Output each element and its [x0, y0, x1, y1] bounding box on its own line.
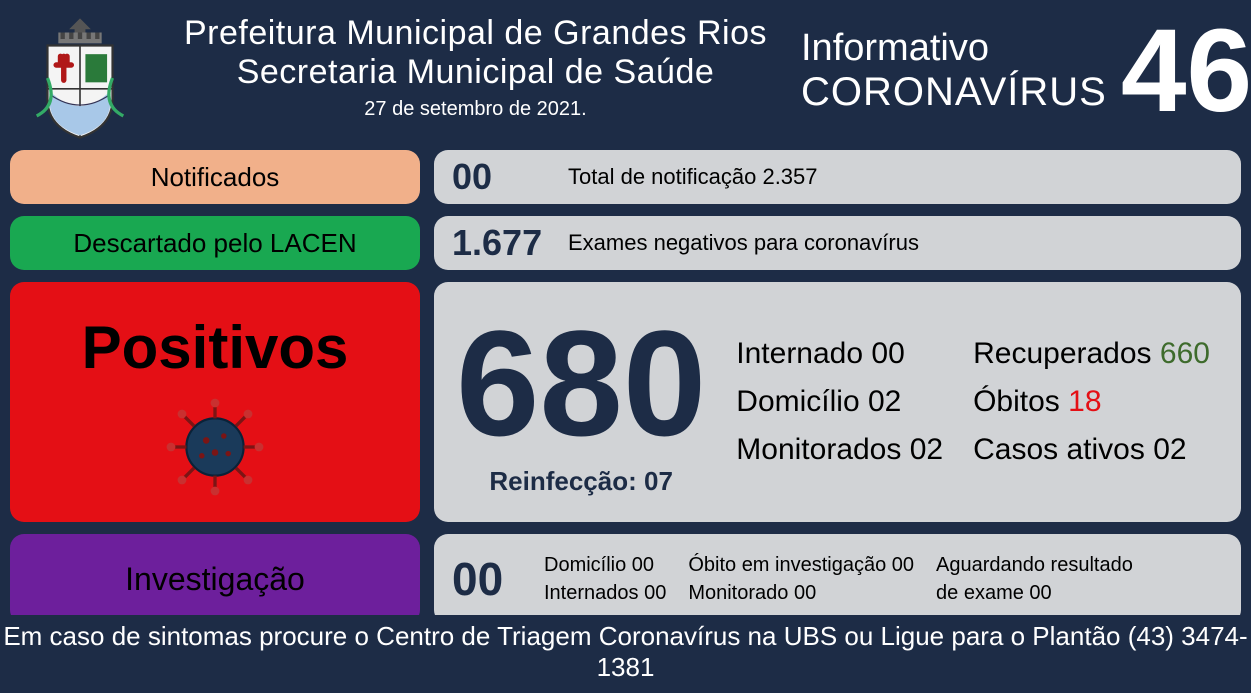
positivos-col2: Recuperados 660 Óbitos 18 Casos ativos 0… [973, 330, 1210, 474]
header-titles: Prefeitura Municipal de Grandes Rios Sec… [150, 8, 801, 121]
pill-descartado: Descartado pelo LACEN [10, 216, 420, 270]
panel-positivos: 680 Reinfecção: 07 Internado 00 Domicíli… [434, 282, 1241, 522]
pill-label: Descartado pelo LACEN [73, 228, 356, 259]
reinfeccao: Reinfecção: 07 [456, 466, 706, 497]
positivos-value: 680 [456, 308, 706, 458]
panel-investigacao: 00 Domicílio 00 Internados 00 Óbito em i… [434, 534, 1241, 624]
descartado-value: 1.677 [452, 222, 562, 264]
pill-label: Notificados [151, 162, 280, 193]
info-label-2: CORONAVÍRUS [801, 70, 1107, 115]
notificados-sub: Total de notificação 2.357 [568, 164, 818, 190]
content-grid: Notificados 00 Total de notificação 2.35… [0, 150, 1251, 624]
footer: Em caso de sintomas procure o Centro de … [0, 615, 1251, 693]
bulletin-number: 462 [1121, 12, 1251, 130]
info-label-1: Informativo [801, 27, 1107, 70]
bulletin-info: Informativo CORONAVÍRUS 462 [801, 8, 1241, 130]
virus-icon [160, 392, 270, 509]
inv-col1: Domicílio 00 Internados 00 [544, 551, 666, 607]
footer-text: Em caso de sintomas procure o Centro de … [3, 621, 1247, 682]
pill-positivos: Positivos [10, 282, 420, 522]
pill-notificados: Notificados [10, 150, 420, 204]
bulletin-date: 27 de setembro de 2021. [150, 98, 801, 121]
pill-label: Investigação [125, 561, 305, 598]
panel-descartado: 1.677 Exames negativos para coronavírus [434, 216, 1241, 270]
investigacao-value: 00 [452, 552, 522, 606]
positivos-col1: Internado 00 Domicílio 02 Monitorados 02 [736, 330, 943, 474]
title-line-2: Secretaria Municipal de Saúde [150, 53, 801, 92]
header: Prefeitura Municipal de Grandes Rios Sec… [0, 0, 1251, 150]
pill-label: Positivos [82, 313, 349, 382]
municipal-crest-icon [10, 8, 150, 148]
notificados-value: 00 [452, 156, 562, 198]
positivos-main: 680 Reinfecção: 07 [456, 308, 706, 497]
descartado-sub: Exames negativos para coronavírus [568, 230, 919, 256]
title-line-1: Prefeitura Municipal de Grandes Rios [150, 14, 801, 53]
inv-col2: Óbito em investigação 00 Monitorado 00 [688, 551, 914, 607]
pill-investigacao: Investigação [10, 534, 420, 624]
inv-col3: Aguardando resultado de exame 00 [936, 551, 1136, 607]
panel-notificados: 00 Total de notificação 2.357 [434, 150, 1241, 204]
